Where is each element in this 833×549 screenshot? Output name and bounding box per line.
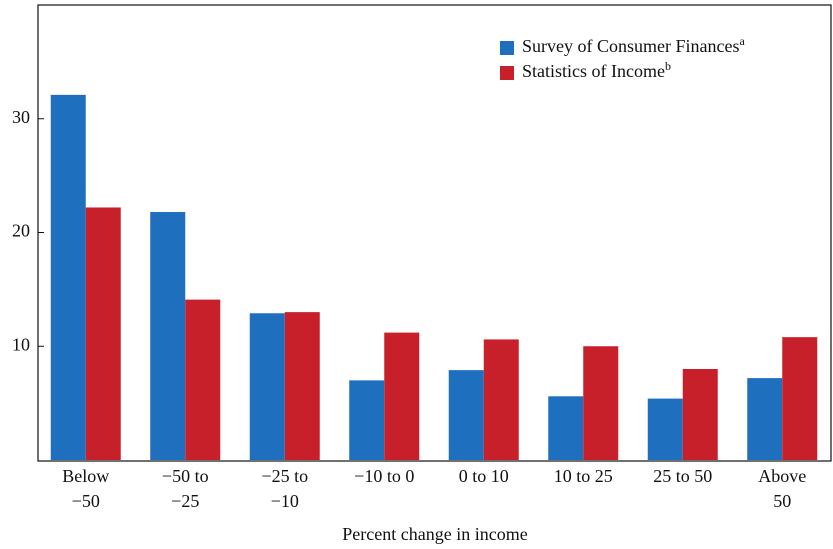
x-tick-label-line: Below bbox=[62, 466, 109, 486]
bar bbox=[483, 339, 519, 460]
legend-swatch bbox=[500, 66, 514, 80]
y-tick-label: 30 bbox=[12, 107, 30, 127]
x-tick-label-line: −50 to bbox=[162, 466, 209, 486]
x-tick-label-line: 25 to 50 bbox=[653, 466, 712, 486]
legend-label: Statistics of Incomeb bbox=[522, 59, 671, 81]
x-tick-label-line: −10 bbox=[271, 491, 299, 511]
legend-swatch bbox=[500, 41, 514, 55]
x-tick-label: −25 to −10 bbox=[261, 466, 308, 511]
x-tick-label: 0 to 10 bbox=[459, 466, 509, 486]
x-tick-label-line: −25 to bbox=[261, 466, 308, 486]
x-tick-label-line: −50 bbox=[72, 491, 100, 511]
legend-name: Statistics of Income bbox=[522, 61, 665, 81]
x-tick-label-line: −10 to 0 bbox=[354, 466, 414, 486]
legend-name: Survey of Consumer Finances bbox=[522, 36, 739, 56]
bar bbox=[150, 212, 186, 460]
x-tick-label-line: 0 to 10 bbox=[459, 466, 509, 486]
bar bbox=[249, 313, 285, 460]
bar bbox=[448, 370, 484, 460]
bar bbox=[85, 207, 121, 460]
bar bbox=[548, 396, 584, 460]
y-tick-label: 20 bbox=[12, 221, 30, 241]
bar bbox=[349, 380, 385, 460]
x-tick-label-line: Above bbox=[758, 466, 806, 486]
bar bbox=[782, 337, 818, 460]
legend-note: b bbox=[665, 59, 671, 73]
bar bbox=[50, 94, 86, 461]
legend-label: Survey of Consumer Financesa bbox=[522, 34, 745, 56]
x-tick-label-line: 10 to 25 bbox=[554, 466, 613, 486]
bar bbox=[647, 398, 683, 460]
x-tick-label: −50 to −25 bbox=[162, 466, 209, 511]
x-tick-label: Below −50 bbox=[62, 466, 109, 511]
bar bbox=[682, 369, 718, 460]
x-tick-label: 25 to 50 bbox=[653, 466, 712, 486]
x-tick-label-line: −25 bbox=[171, 491, 199, 511]
y-tick-label: 10 bbox=[12, 334, 30, 354]
x-tick-label: 10 to 25 bbox=[554, 466, 613, 486]
x-axis-title: Percent change in income bbox=[342, 524, 527, 544]
bar bbox=[284, 312, 320, 460]
x-tick-label: Above 50 bbox=[758, 466, 806, 511]
bar bbox=[384, 332, 420, 460]
legend-note: a bbox=[739, 34, 745, 48]
bar bbox=[185, 299, 221, 460]
x-tick-label: −10 to 0 bbox=[354, 466, 414, 486]
x-tick-label-line: 50 bbox=[773, 491, 791, 511]
bar bbox=[747, 378, 783, 460]
bar bbox=[583, 346, 619, 460]
